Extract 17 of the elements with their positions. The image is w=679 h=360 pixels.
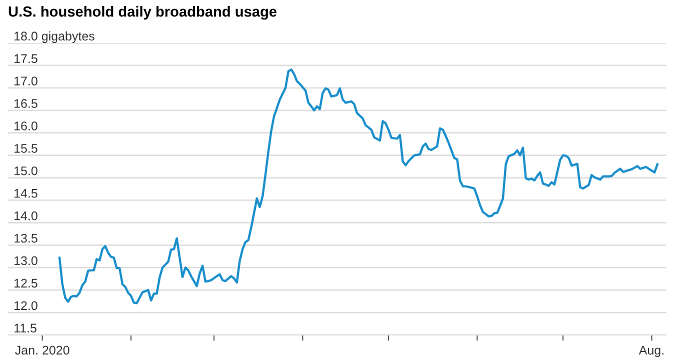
- y-tick-label: 16.5: [14, 99, 38, 108]
- y-tick-label: 11.5: [14, 324, 36, 333]
- y-tick-label: 15.5: [14, 144, 38, 153]
- y-tick-label: 18.0 gigabytes: [14, 31, 94, 43]
- x-tick-label: Jan. 2020: [15, 346, 70, 355]
- y-tick-label: 17.0: [14, 76, 38, 86]
- chart-title: U.S. household daily broadband usage: [8, 6, 277, 20]
- y-tick-label: 13.0: [14, 256, 38, 266]
- y-tick-label: 16.0: [14, 122, 38, 130]
- y-tick-label: 17.5: [14, 54, 38, 63]
- y-tick-label: 12.5: [14, 278, 38, 288]
- y-tick-label: 14.5: [14, 189, 38, 198]
- y-tick-label: 12.0: [14, 301, 38, 310]
- y-tick-label: 13.5: [14, 234, 38, 243]
- y-tick-label: 15.0: [14, 166, 38, 176]
- x-tick-label: Aug.: [638, 346, 664, 358]
- y-tick-label: 14.0: [14, 211, 38, 220]
